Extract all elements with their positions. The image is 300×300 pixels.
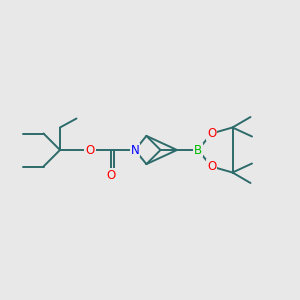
Text: B: B [194,143,202,157]
Text: O: O [85,143,94,157]
Text: O: O [106,169,116,182]
Text: O: O [207,160,216,173]
Text: N: N [130,143,140,157]
Text: O: O [207,127,216,140]
